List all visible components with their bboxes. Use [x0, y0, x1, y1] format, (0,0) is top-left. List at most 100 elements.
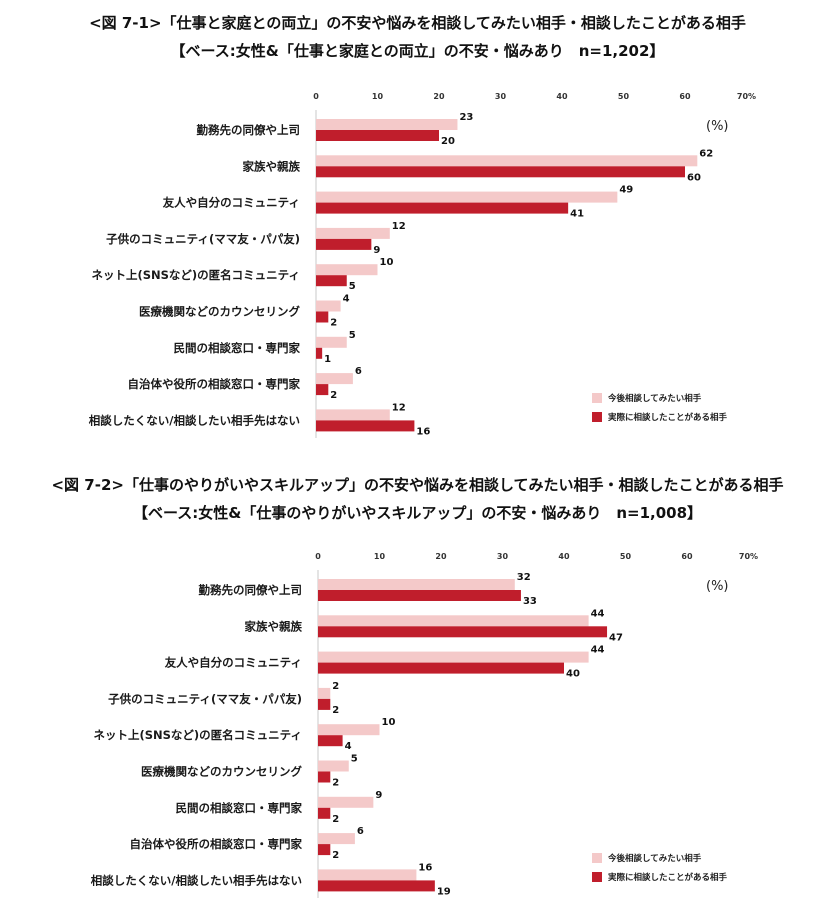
chart1-value-actual: 2	[330, 390, 337, 401]
chart2-legend-swatch-1	[592, 872, 602, 882]
chart2-bar-actual	[318, 880, 435, 892]
chart1-value-actual: 2	[330, 318, 337, 329]
chart1-bar-actual	[316, 275, 347, 287]
chart1-bar-actual	[316, 166, 685, 178]
chart2-bar-future	[318, 651, 589, 663]
chart1-bar-future	[316, 119, 458, 130]
chart2-bar-actual	[318, 590, 521, 601]
chart2-tick-5: 50	[620, 552, 632, 561]
chart2-value-actual: 2	[332, 705, 339, 716]
chart2-value-future: 10	[382, 717, 396, 728]
chart1-tick-2: 20	[433, 92, 445, 101]
chart2-category-label: ネット上(SNSなど)の匿名コミュニティ	[93, 728, 302, 742]
chart2-bar-actual	[318, 735, 343, 747]
chart1-category-label: 子供のコミュニティ(ママ友・パパ友)	[106, 232, 300, 246]
chart1-bar-future	[316, 155, 698, 167]
chart1-bar-actual	[316, 130, 439, 141]
chart1-value-actual: 9	[373, 245, 380, 256]
chart1-bar-future	[316, 227, 390, 239]
chart1-value-actual: 41	[570, 209, 584, 220]
chart2-tick-4: 40	[558, 552, 570, 561]
chart2-bar-future	[318, 724, 380, 736]
chart2-tick-6: 60	[681, 552, 693, 561]
chart2-value-actual: 2	[332, 778, 339, 789]
chart2-bar-future	[318, 687, 331, 699]
chart1-value-future: 10	[380, 257, 394, 268]
chart1-value-actual: 16	[416, 426, 430, 437]
chart2-category-label: 相談したくない/相談したい相手先はない	[91, 873, 302, 887]
chart1-value-future: 12	[392, 221, 406, 232]
chart1-value-future: 49	[619, 185, 633, 196]
chart1-tick-4: 40	[556, 92, 568, 101]
chart2-value-future: 44	[591, 608, 605, 619]
chart1-title: <図 7-1>「仕事と家庭との両立」の不安や悩みを相談してみたい相手・相談したこ…	[89, 14, 746, 32]
chart1-bar-actual	[316, 238, 372, 250]
chart2-tick-7: 70%	[739, 552, 758, 561]
chart2-bar-actual	[318, 698, 331, 710]
chart1-tick-0: 0	[313, 92, 319, 101]
chart1-value-actual: 5	[349, 281, 356, 292]
chart2-value-future: 2	[332, 681, 339, 692]
chart2-value-future: 6	[357, 826, 364, 837]
chart2-legend-label-1: 実際に相談したことがある相手	[608, 872, 728, 883]
chart2-tick-2: 20	[435, 552, 447, 561]
chart2-category-label: 民間の相談窓口・専門家	[176, 801, 303, 815]
chart2: 0 10 20 30 40 50 60 70%(%)勤務先の同僚や上司3233家族や親族444…	[91, 552, 758, 898]
chart1-bar-actual	[316, 420, 415, 432]
chart2-bar-actual	[318, 844, 331, 856]
chart1-category-label: 自治体や役所の相談窓口・専門家	[128, 377, 301, 391]
chart1-category-label: 医療機関などのカウンセリング	[139, 305, 300, 319]
chart2-title: <図 7-2>「仕事のやりがいやスキルアップ」の不安や悩みを相談してみたい相手・…	[51, 476, 784, 494]
chart1-bar-future	[316, 373, 353, 385]
chart1-bar-future	[316, 264, 378, 276]
chart1-bar-actual	[316, 347, 323, 359]
chart2-value-future: 16	[418, 862, 432, 873]
chart2-bar-future	[318, 579, 515, 590]
chart2-category-label: 医療機関などのカウンセリング	[141, 765, 302, 779]
chart1-legend-label-0: 今後相談してみたい相手	[607, 393, 702, 404]
chart1-category-label: 民間の相談窓口・専門家	[174, 341, 301, 355]
chart2-bar-future	[318, 869, 417, 881]
chart2-category-label: 自治体や役所の相談窓口・専門家	[130, 837, 303, 851]
chart1-unit: (%)	[706, 119, 729, 134]
chart1-bar-future	[316, 409, 390, 421]
chart2-category-label: 家族や親族	[245, 619, 303, 633]
chart1-subtitle: 【ベース:女性&「仕事と家庭との両立」の不安・悩みあり n=1,202】	[170, 42, 665, 60]
chart1-tick-1: 10	[372, 92, 384, 101]
chart2-category-label: 友人や自分のコミュニティ	[165, 656, 302, 670]
chart2-bar-future	[318, 833, 355, 845]
chart1-value-future: 62	[699, 148, 713, 159]
chart2-bar-future	[318, 615, 589, 627]
chart2-value-future: 44	[591, 645, 605, 656]
chart2-value-future: 32	[517, 572, 531, 583]
chart2-bar-future	[318, 796, 374, 808]
chart1-value-actual: 60	[687, 172, 701, 183]
chart1-tick-7: 70%	[737, 92, 756, 101]
chart1-value-actual: 20	[441, 136, 455, 147]
chart1-category-label: 相談したくない/相談したい相手先はない	[89, 413, 300, 427]
chart1-value-future: 5	[349, 330, 356, 341]
chart1-value-actual: 1	[324, 354, 331, 365]
chart2-value-actual: 4	[345, 741, 352, 752]
chart2-tick-0: 0	[315, 552, 321, 561]
chart1-bar-future	[316, 191, 618, 203]
chart1-category-label: ネット上(SNSなど)の匿名コミュニティ	[91, 268, 300, 282]
chart1-tick-6: 60	[679, 92, 691, 101]
chart2-category-label: 子供のコミュニティ(ママ友・パパ友)	[108, 692, 302, 706]
chart2-subtitle: 【ベース:女性&「仕事のやりがいやスキルアップ」の不安・悩みあり n=1,008…	[132, 504, 703, 522]
chart2-tick-3: 30	[497, 552, 509, 561]
chart2-legend-swatch-0	[592, 853, 602, 863]
chart2-value-future: 9	[375, 790, 382, 801]
chart2-value-actual: 2	[332, 850, 339, 861]
chart2-value-actual: 33	[523, 596, 537, 607]
chart1-value-future: 23	[459, 112, 473, 123]
chart2-unit: (%)	[706, 579, 729, 594]
chart2-category-label: 勤務先の同僚や上司	[199, 583, 303, 597]
chart2-bar-actual	[318, 662, 564, 674]
chart1-legend-swatch-0	[592, 393, 602, 403]
chart2-bar-actual	[318, 807, 331, 819]
chart1-value-future: 6	[355, 366, 362, 377]
chart2-value-actual: 19	[437, 886, 451, 897]
chart1-category-label: 家族や親族	[243, 159, 301, 173]
chart1-category-label: 友人や自分のコミュニティ	[163, 196, 300, 210]
